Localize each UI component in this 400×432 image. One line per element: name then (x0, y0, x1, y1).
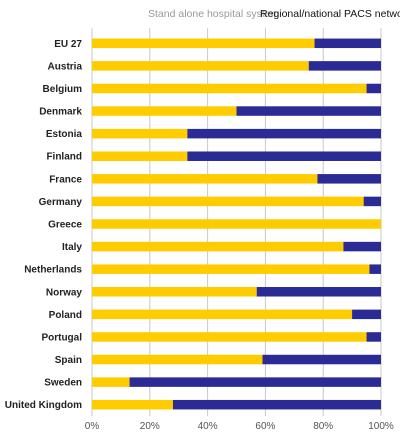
bar-pacs-network (187, 128, 381, 139)
x-tick-label: 60% (255, 421, 275, 432)
bar-pacs-network (343, 241, 381, 252)
bar-stand-alone (92, 106, 237, 116)
bar-pacs-network (363, 196, 381, 207)
bar-stand-alone (92, 354, 263, 365)
bar-pacs-network (369, 264, 381, 274)
bar-stand-alone (92, 219, 381, 229)
bar-pacs-network (187, 151, 381, 161)
category-label: Greece (48, 220, 82, 231)
category-label: Italy (62, 242, 82, 253)
bar-pacs-network (366, 332, 381, 342)
x-axis-ticks: 0% 20% 40% 60% 80% 100% (85, 421, 394, 432)
bar-pacs-network (129, 377, 381, 387)
category-label: Portugal (41, 332, 82, 343)
x-tick-label: 40% (198, 421, 218, 432)
bar-stand-alone (92, 196, 364, 207)
bar-stand-alone (92, 264, 370, 274)
category-label: Norway (46, 287, 83, 298)
bar-pacs-network (308, 61, 381, 71)
category-label: Germany (39, 197, 83, 208)
bar-pacs-network (262, 354, 381, 365)
category-label: Netherlands (24, 265, 82, 276)
category-label: Estonia (46, 129, 83, 140)
bar-stand-alone (92, 174, 318, 184)
category-label: Denmark (39, 107, 82, 118)
category-label: Austria (48, 61, 83, 72)
category-label: Belgium (43, 84, 83, 95)
x-tick-label: 0% (85, 421, 100, 432)
category-label: United Kingdom (5, 400, 82, 411)
legend-label-stand-alone: Stand alone hospital system (148, 8, 280, 20)
bar-pacs-network (314, 38, 381, 49)
x-tick-label: 20% (140, 421, 160, 432)
category-label: EU 27 (54, 39, 82, 50)
category-label: France (49, 174, 82, 185)
category-label: Sweden (44, 378, 82, 389)
bar-stand-alone (92, 377, 130, 387)
bar-stand-alone (92, 309, 353, 320)
bar-pacs-network (256, 287, 381, 297)
x-tick-label: 100% (368, 421, 394, 432)
bar-stand-alone (92, 332, 367, 342)
bar-stand-alone (92, 241, 344, 252)
x-tick-label: 80% (313, 421, 333, 432)
bar-pacs-network (317, 174, 381, 184)
bar-stand-alone (92, 83, 367, 94)
legend-label-pacs-network: Regional/national PACS network (260, 8, 400, 20)
bar-stand-alone (92, 151, 188, 161)
bar-stand-alone (92, 399, 173, 410)
bar-stand-alone (92, 128, 188, 139)
bar-pacs-network (172, 399, 381, 410)
bar-stand-alone (92, 287, 257, 297)
bars (92, 38, 381, 410)
category-labels: EU 27 Austria Belgium Denmark Estonia Finland… (5, 39, 83, 411)
bar-pacs-network (352, 309, 381, 320)
category-label: Finland (46, 152, 82, 163)
category-label: Poland (49, 310, 82, 321)
bar-pacs-network (236, 106, 381, 116)
legend: Stand alone hospital system Regional/nat… (148, 8, 400, 20)
bar-stand-alone (92, 61, 309, 71)
category-label: Spain (55, 355, 82, 366)
bar-pacs-network (366, 83, 381, 94)
bar-stand-alone (92, 38, 315, 49)
